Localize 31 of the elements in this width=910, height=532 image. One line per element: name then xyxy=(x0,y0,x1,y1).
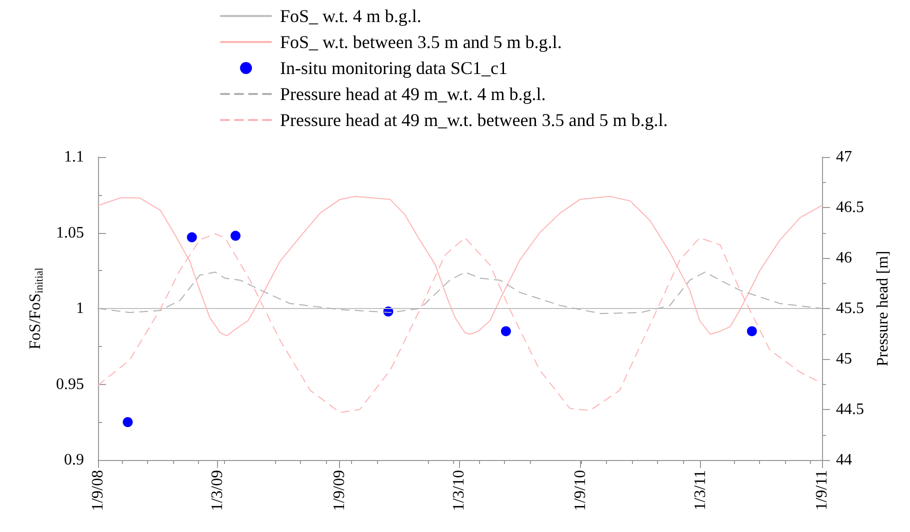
point xyxy=(230,230,241,241)
point xyxy=(122,417,133,428)
x-tick-label: 1/3/09 xyxy=(209,470,226,511)
y2-tick-label: 44.5 xyxy=(836,401,864,418)
y2-tick-label: 45.5 xyxy=(836,300,864,317)
y-tick-label: 1.05 xyxy=(56,224,84,242)
y-tick-label: 1.1 xyxy=(64,148,84,166)
legend-label: Pressure head at 49 m_w.t. between 3.5 and 5 m b.g.l. xyxy=(280,110,668,130)
y-tick-label: 0.95 xyxy=(56,376,84,393)
x-tick-label: 1/3/10 xyxy=(450,470,468,511)
point xyxy=(746,326,757,336)
y2-tick-label: 45 xyxy=(836,350,852,368)
x-tick-label: 1/3/11 xyxy=(692,470,709,510)
point xyxy=(186,232,197,242)
x-tick-label: 1/9/08 xyxy=(90,470,106,511)
y-axis-title: FoS/FoSinitial xyxy=(27,268,46,350)
x-tick-label: 1/9/10 xyxy=(572,470,590,511)
x-tick-label: 1/9/09 xyxy=(330,470,348,511)
legend-label: FoS_ w.t. between 3.5 m and 5 m b.g.l. xyxy=(280,32,562,52)
y2-tick-label: 46 xyxy=(836,250,852,266)
y2-tick-label: 47 xyxy=(836,148,852,166)
point xyxy=(500,326,511,336)
legend-label: FoS_ w.t. 4 m b.g.l. xyxy=(280,6,422,26)
y-tick-label: 1 xyxy=(76,300,84,317)
y-tick-label: 0.9 xyxy=(64,452,84,468)
legend-label: In-situ monitoring data SC1_c1 xyxy=(280,58,508,78)
y2-axis-title: Pressure head [m] xyxy=(874,250,892,366)
y2-tick-label: 46.5 xyxy=(836,199,864,216)
legend-label: Pressure head at 49 m_w.t. 4 m b.g.l. xyxy=(280,84,546,104)
y2-tick-label: 44 xyxy=(836,452,852,468)
x-tick-label: 1/9/11 xyxy=(814,470,830,510)
